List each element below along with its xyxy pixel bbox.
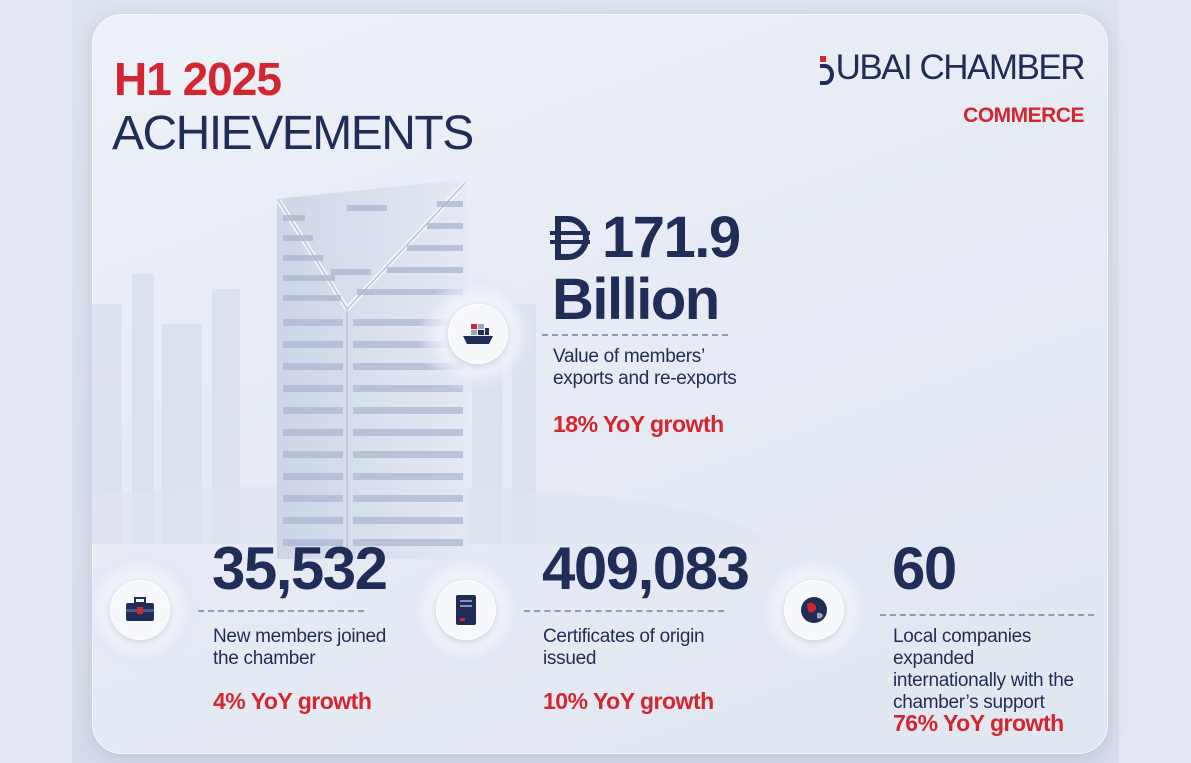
right-margin [1119, 0, 1191, 763]
expansion-value: 60 [892, 535, 957, 602]
infographic-card: H1 2025 ACHIEVEMENTS UBAI CHAMBER COMMER… [92, 14, 1108, 754]
exports-icon-badge [448, 304, 508, 364]
tower-illustration [277, 179, 467, 559]
expansion-icon-badge [784, 580, 844, 640]
certificates-divider [524, 610, 724, 612]
globe-icon [801, 597, 827, 623]
certificates-description: Certificates of origin issued [543, 626, 705, 669]
expansion-divider [880, 614, 1094, 616]
certificate-document-icon [456, 595, 476, 625]
page-title: ACHIEVEMENTS [112, 107, 474, 160]
members-divider [198, 610, 364, 612]
briefcase-icon [126, 597, 154, 621]
dirham-icon [550, 207, 590, 260]
certificates-icon-badge [436, 580, 496, 640]
expansion-growth: 76% YoY growth [893, 710, 1064, 736]
exports-description: Value of members’ exports and re-exports [553, 346, 737, 389]
exports-divider [542, 334, 728, 336]
dubai-chamber-logo: UBAI CHAMBER COMMERCE [819, 48, 1086, 128]
members-icon-badge [110, 580, 170, 640]
left-margin [0, 0, 72, 763]
expansion-description: Local companies expanded internationally… [893, 626, 1074, 713]
cargo-ship-icon [463, 324, 493, 344]
certificates-growth: 10% YoY growth [543, 688, 714, 714]
logo-d-mark-icon [819, 54, 834, 85]
logo-name: UBAI CHAMBER [835, 48, 1086, 87]
exports-number: 171.9 [602, 205, 741, 270]
certificates-value: 409,083 [542, 535, 750, 602]
exports-unit: Billion [552, 267, 720, 332]
exports-growth: 18% YoY growth [553, 411, 724, 437]
exports-value: 171.9 [550, 204, 741, 271]
members-value: 35,532 [212, 535, 388, 602]
logo-wordmark: UBAI CHAMBER [819, 48, 1086, 88]
members-growth: 4% YoY growth [213, 688, 372, 714]
members-description: New members joined the chamber [213, 626, 387, 669]
logo-subtitle: COMMERCE [963, 104, 1084, 127]
title-year: H1 2025 [114, 53, 282, 105]
